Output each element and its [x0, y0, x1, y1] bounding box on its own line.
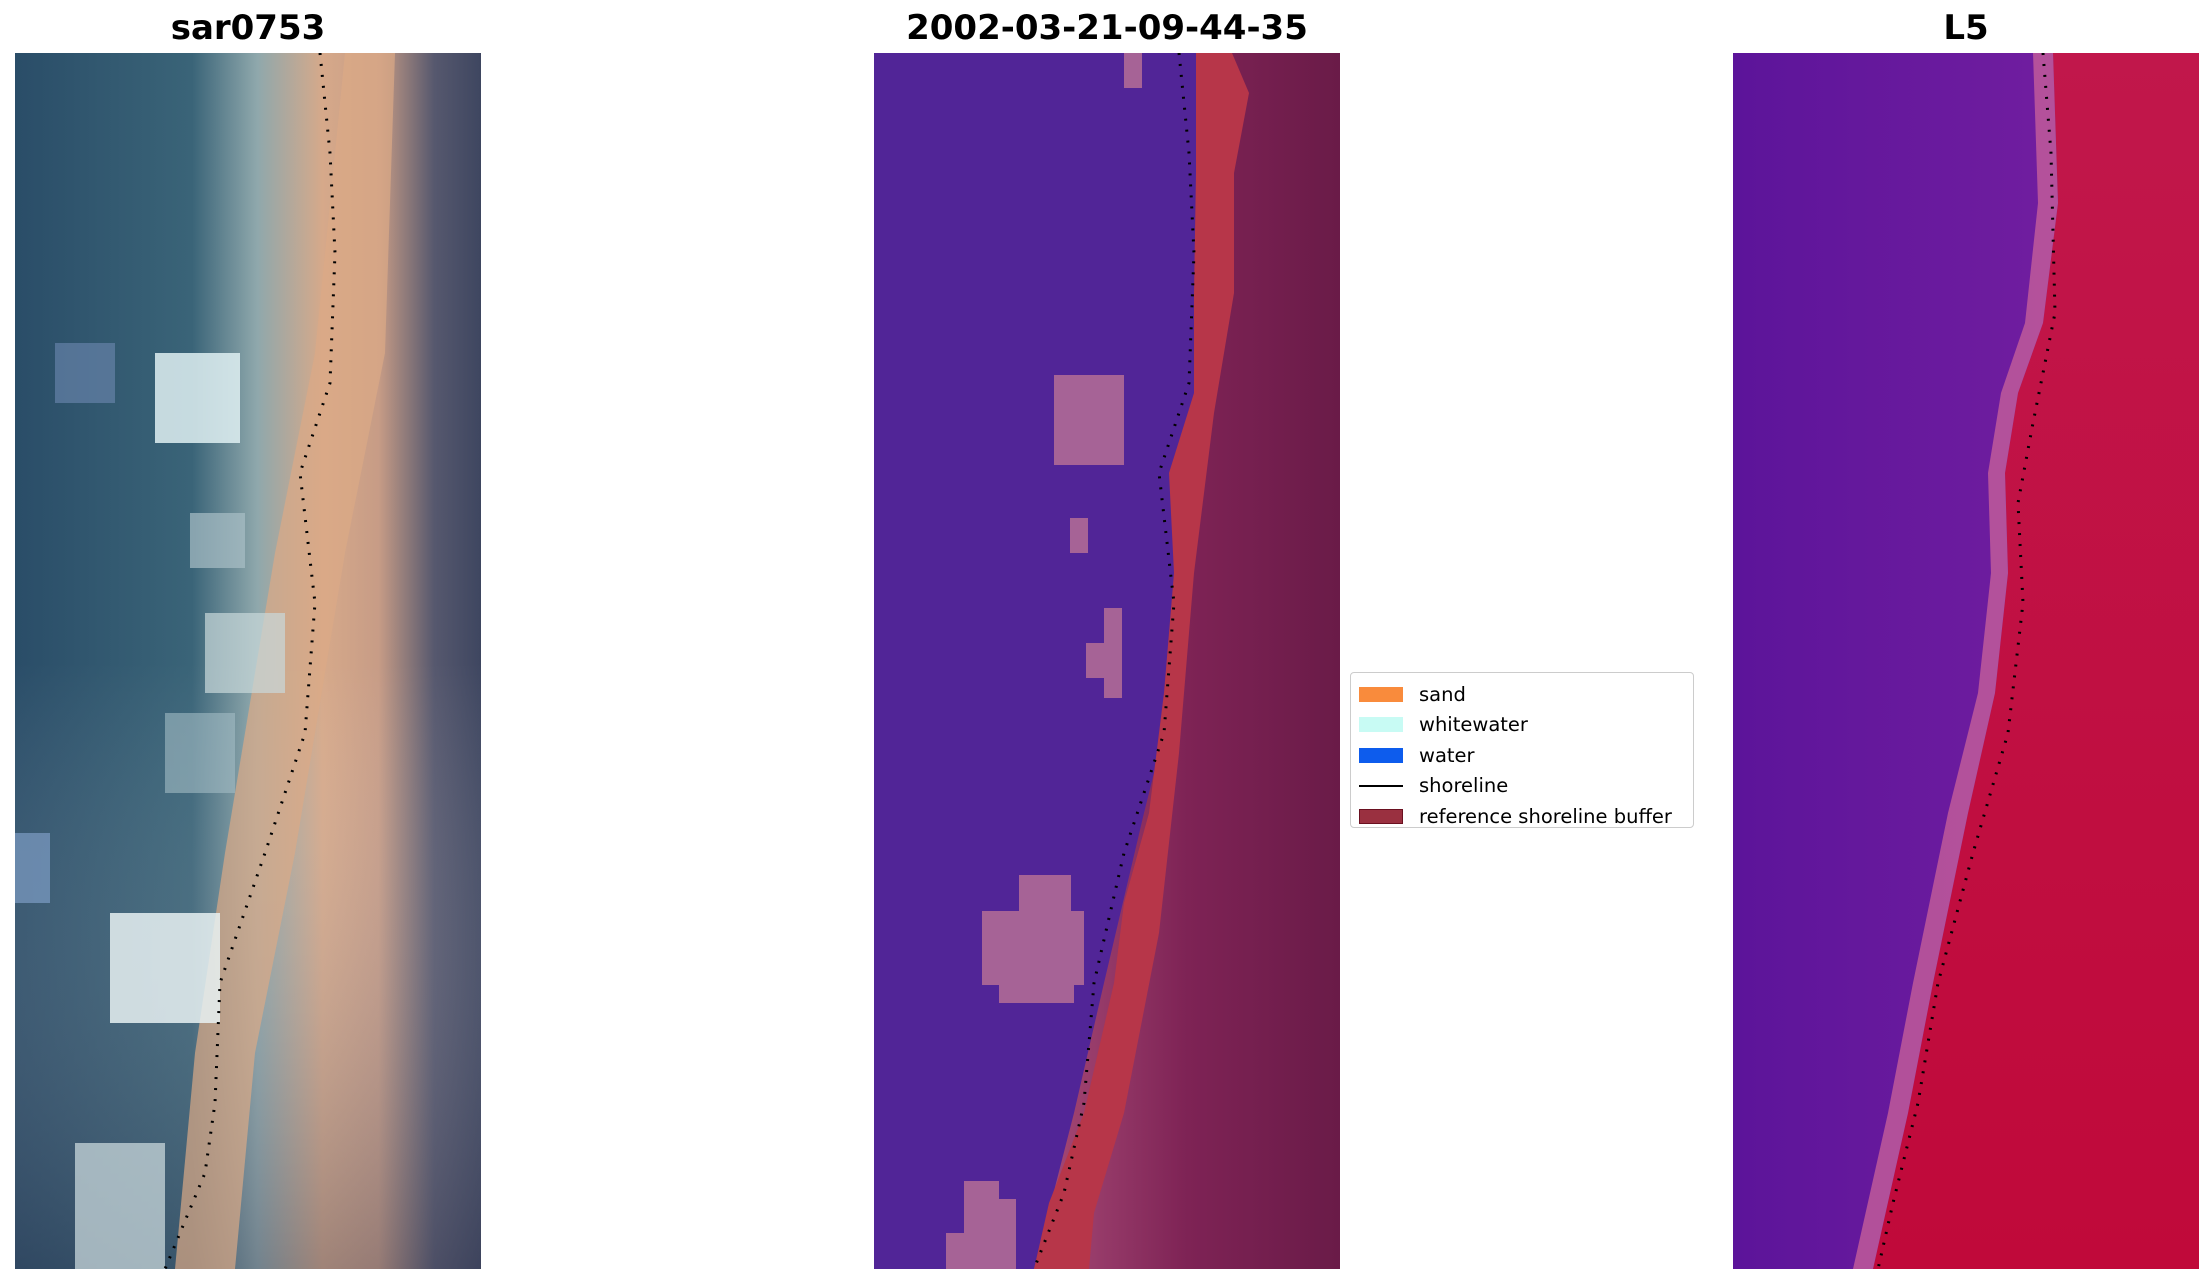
whitewater-patch — [1070, 518, 1088, 553]
legend-swatch — [1359, 717, 1403, 733]
panel-rgb-image: sar0753 — [15, 0, 481, 1283]
panel-classification: 2002-03-21-09-44-35 — [874, 0, 1340, 1283]
legend: sand whitewater water shoreline referenc… — [1350, 672, 1694, 828]
shoreline-band — [1853, 53, 2058, 1269]
legend-item-sand: sand — [1359, 679, 1685, 710]
whitewater-patch — [1124, 53, 1142, 88]
whitewater-patch — [1054, 375, 1124, 465]
rgb-satellite-image — [15, 53, 481, 1269]
whitewater-blob — [190, 513, 245, 568]
whitewater-patch — [1086, 643, 1106, 678]
whitewater-blob — [110, 913, 220, 1023]
panel-title: 2002-03-21-09-44-35 — [906, 8, 1308, 48]
legend-swatch — [1359, 686, 1403, 702]
whitewater-blob — [165, 713, 235, 793]
legend-label: water — [1419, 743, 1475, 767]
legend-swatch — [1359, 747, 1403, 763]
whitewater-patch — [982, 875, 1084, 1003]
legend-label: sand — [1419, 682, 1466, 706]
panel-title: sar0753 — [170, 8, 326, 48]
panel-l5: L5 — [1733, 0, 2199, 1283]
whitewater-blob — [205, 613, 285, 693]
panel-title: L5 — [1943, 8, 1989, 48]
classification-image — [874, 53, 1340, 1269]
legend-item-reference-buffer: reference shoreline buffer — [1359, 801, 1685, 832]
legend-item-whitewater: whitewater — [1359, 710, 1685, 741]
legend-item-water: water — [1359, 740, 1685, 771]
l5-index-image — [1733, 53, 2199, 1269]
legend-line — [1359, 784, 1403, 787]
whitewater-blob — [155, 353, 240, 443]
sand-band — [1034, 53, 1249, 1269]
legend-label: shoreline — [1419, 774, 1509, 798]
legend-label: reference shoreline buffer — [1419, 804, 1672, 828]
whitewater-patch — [946, 1181, 1016, 1269]
whitewater-blob — [75, 1143, 165, 1269]
whitewater-blob — [15, 833, 50, 903]
legend-label: whitewater — [1419, 713, 1528, 737]
legend-item-shoreline: shoreline — [1359, 771, 1685, 802]
whitewater-blob — [55, 343, 115, 403]
legend-swatch — [1359, 808, 1403, 824]
whitewater-patch — [1104, 608, 1122, 698]
